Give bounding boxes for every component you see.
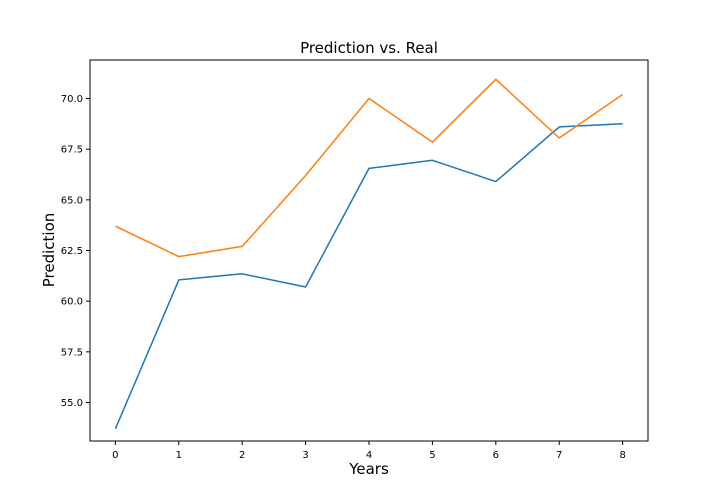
plot-area	[114, 78, 624, 430]
y-tick-label: 57.5	[61, 347, 83, 358]
x-tick-label: 8	[619, 450, 625, 461]
series-line-2	[115, 78, 624, 258]
x-tick-label: 2	[239, 450, 245, 461]
x-tick-label: 0	[112, 450, 118, 461]
y-tick-label: 65.0	[61, 195, 83, 206]
x-tick-label: 6	[493, 450, 499, 461]
y-tick-label: 70.0	[61, 94, 83, 105]
y-tick-label: 60.0	[61, 297, 83, 308]
x-tick-label: 3	[302, 450, 308, 461]
y-tick-label: 55.0	[61, 398, 83, 409]
y-tick-label: 62.5	[61, 246, 83, 257]
series-line-1	[114, 123, 623, 430]
x-tick-label: 5	[429, 450, 435, 461]
axis-ticks: 0 1 2 3 4 5 6 7 8 55.0 57.5 60.0 62.5 65.0 67.5 70.0	[61, 94, 626, 461]
x-tick-label: 7	[556, 450, 562, 461]
x-tick-label: 1	[176, 450, 182, 461]
chart-title: Prediction vs. Real	[300, 39, 438, 57]
y-axis-label: Prediction	[40, 213, 58, 288]
plot-frame	[89, 59, 649, 442]
x-tick-label: 4	[366, 450, 372, 461]
y-tick-label: 67.5	[61, 145, 83, 156]
x-axis-label: Years	[348, 460, 389, 478]
